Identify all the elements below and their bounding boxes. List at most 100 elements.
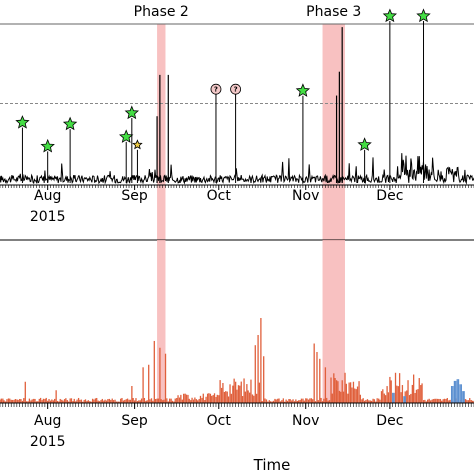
count-bar [152, 400, 154, 403]
count-bar [375, 401, 377, 403]
count-bar [11, 399, 14, 403]
count-bar [183, 393, 185, 403]
top-panel: Phase 2 Phase 3? ? Aug Sep Oct Nov Dec 2015 [0, 4, 474, 241]
count-bar [338, 390, 341, 403]
count-bar [364, 400, 366, 403]
count-bar [220, 387, 223, 403]
count-bar [354, 388, 356, 403]
count-bar [120, 398, 122, 403]
count-bar [160, 399, 162, 403]
star-marker [15, 115, 30, 129]
count-bar [292, 399, 294, 403]
star-marker [382, 8, 397, 23]
count-bar [35, 401, 38, 403]
count-bar [408, 395, 411, 403]
count-bar [342, 391, 345, 403]
count-bar [44, 398, 46, 403]
count-bar [449, 399, 451, 403]
count-bar [80, 399, 83, 403]
count-bar [335, 380, 338, 403]
count-bar [441, 400, 443, 403]
count-bar [6, 399, 8, 403]
count-bar [250, 379, 252, 403]
count-bar [330, 377, 332, 403]
count-bar [373, 399, 376, 403]
count-bar [288, 399, 290, 403]
count-bar [285, 399, 287, 403]
question-marker [210, 83, 222, 95]
count-bar [415, 389, 418, 403]
count-bar [337, 381, 339, 403]
count-bar [247, 390, 249, 403]
star-marker [295, 83, 311, 97]
count-bar [236, 389, 238, 403]
count-bar [149, 399, 151, 403]
count-bar [406, 390, 408, 403]
count-bar-blue [393, 392, 395, 403]
count-bar [199, 395, 202, 403]
count-bar [185, 394, 188, 403]
count-bar [302, 398, 304, 403]
count-bar [180, 394, 182, 403]
count-bar-blue [403, 396, 405, 403]
activity-line [0, 153, 474, 185]
count-bar [176, 398, 178, 403]
count-bar [104, 399, 106, 403]
count-bar [211, 395, 213, 403]
count-bar [140, 398, 143, 403]
count-bar [209, 393, 212, 403]
count-bar [307, 399, 310, 403]
count-bar [362, 398, 364, 403]
count-bar [86, 400, 88, 403]
count-bar [52, 400, 54, 403]
count-bar [184, 393, 186, 403]
count-bar [225, 391, 227, 403]
count-bar [61, 399, 63, 403]
count-bar [208, 393, 210, 403]
count-bar [361, 399, 363, 403]
count-bar [420, 385, 422, 403]
count-bar [431, 399, 433, 403]
count-bar [321, 401, 324, 403]
count-bar [279, 401, 282, 403]
count-bar [192, 399, 195, 403]
count-bar [167, 401, 169, 403]
count-bar [237, 385, 240, 403]
count-bar [39, 397, 42, 403]
tick-label: Oct [207, 413, 232, 429]
count-bar [27, 401, 29, 403]
tick-label: Nov [292, 188, 319, 204]
count-bar [272, 400, 275, 403]
count-bar [282, 398, 284, 403]
count-bar [129, 399, 132, 403]
star-marker [119, 129, 134, 143]
tick-label: Oct [207, 188, 232, 204]
count-bar [411, 384, 413, 403]
count-bar [118, 401, 120, 403]
count-bar [24, 381, 26, 403]
count-bar [21, 400, 24, 403]
count-bar [124, 399, 126, 403]
count-bar [349, 382, 352, 403]
count-bar [389, 376, 391, 403]
count-bar [260, 318, 262, 403]
count-bar [435, 398, 437, 403]
count-bar [255, 393, 258, 403]
count-bar [84, 399, 87, 403]
count-bar [246, 384, 248, 403]
count-bar [128, 399, 130, 403]
count-bar [93, 399, 95, 403]
count-bar-blue [455, 380, 457, 403]
count-bar [380, 391, 383, 403]
count-bar [467, 400, 470, 403]
count-bar [299, 399, 301, 403]
count-bar [232, 385, 234, 403]
tick-label: Aug [34, 413, 61, 429]
count-bar [324, 367, 327, 403]
star-marker [40, 138, 55, 153]
count-bar-blue [456, 379, 458, 403]
count-bar [206, 393, 209, 403]
count-bar [386, 386, 388, 403]
count-bar [240, 381, 242, 403]
count-bar [316, 352, 318, 403]
